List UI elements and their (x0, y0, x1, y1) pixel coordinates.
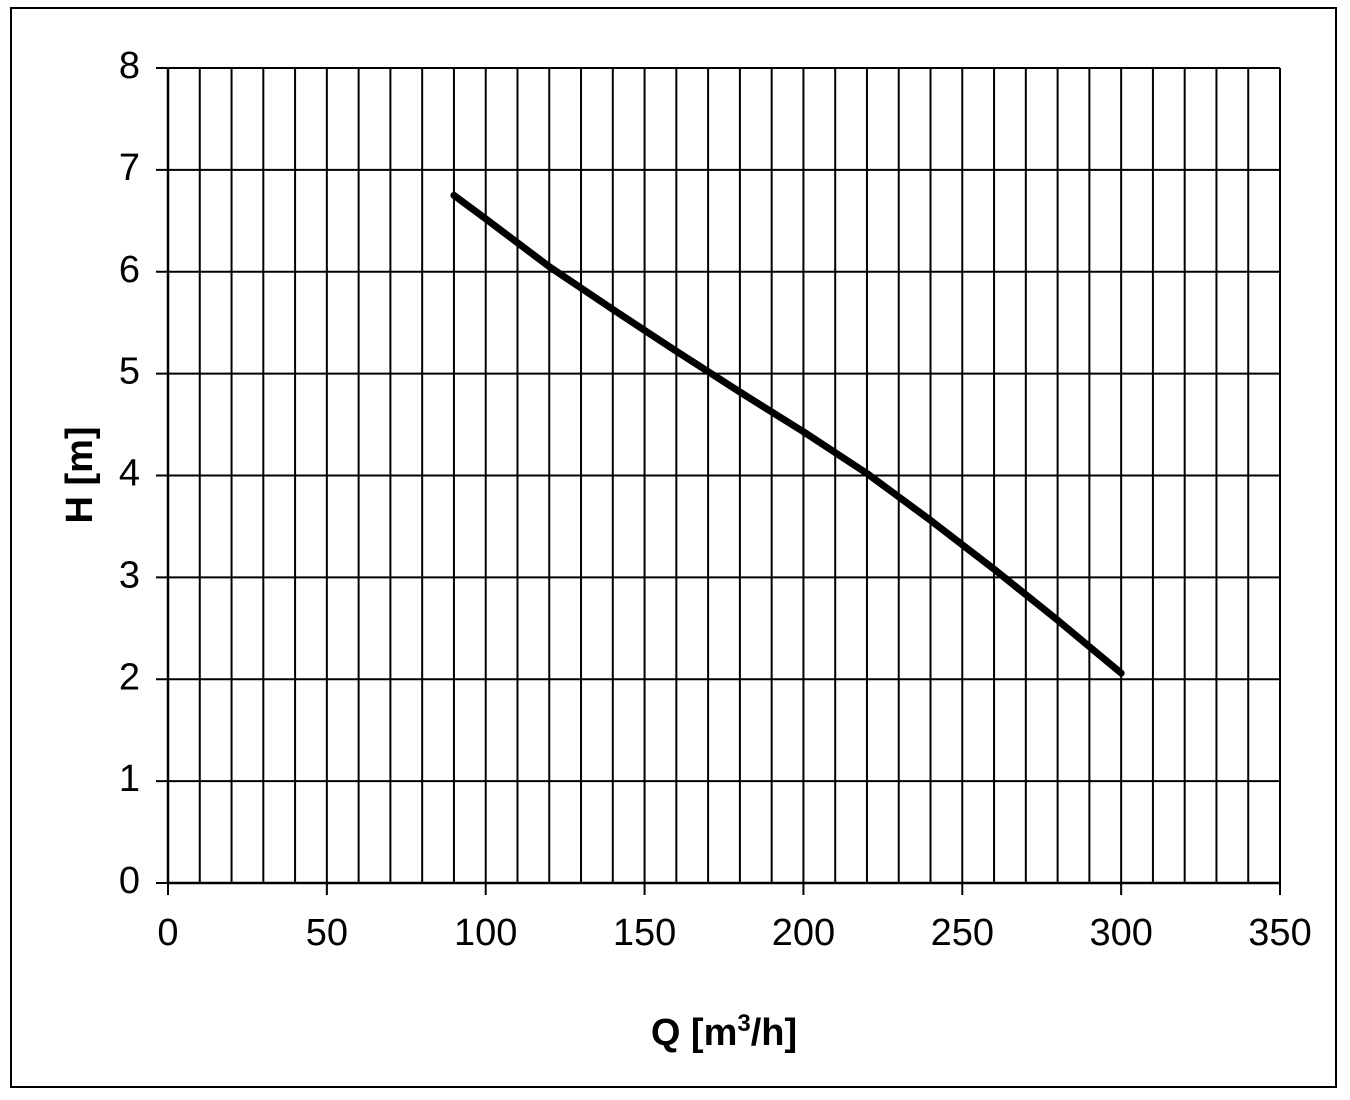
x-tick-label: 100 (454, 912, 517, 954)
y-tick-label: 5 (119, 351, 140, 393)
x-tick-label: 200 (772, 912, 835, 954)
x-tick-label: 0 (157, 912, 178, 954)
y-axis-title: H [m] (59, 426, 101, 523)
series-line (450, 191, 1125, 677)
x-axis-title-prefix: Q [m (651, 1012, 738, 1054)
tick-labels: 0 1 2 3 4 5 6 7 8 0 50 100 150 200 250 300 350 (119, 45, 1312, 954)
y-tick-label: 3 (119, 554, 140, 596)
x-tick-label: 150 (613, 912, 676, 954)
series-layer (450, 191, 1125, 677)
y-tick-label: 2 (119, 656, 140, 698)
y-tick-label: 4 (119, 453, 140, 495)
x-tick-label: 250 (931, 912, 994, 954)
y-tick-label: 6 (119, 249, 140, 291)
x-tick-label: 50 (306, 912, 348, 954)
x-tick-label: 350 (1248, 912, 1311, 954)
x-axis-title-suffix: /h] (751, 1012, 797, 1054)
x-tick-label: 300 (1089, 912, 1152, 954)
grid (167, 67, 1281, 884)
y-tick-label: 1 (119, 758, 140, 800)
x-axis-title-superscript: 3 (737, 1010, 750, 1037)
axes (156, 67, 1281, 895)
y-tick-label: 0 (119, 860, 140, 902)
y-tick-label: 7 (119, 147, 140, 189)
x-axis-title: Q [m3/h] (651, 1010, 797, 1054)
y-tick-label: 8 (119, 45, 140, 87)
